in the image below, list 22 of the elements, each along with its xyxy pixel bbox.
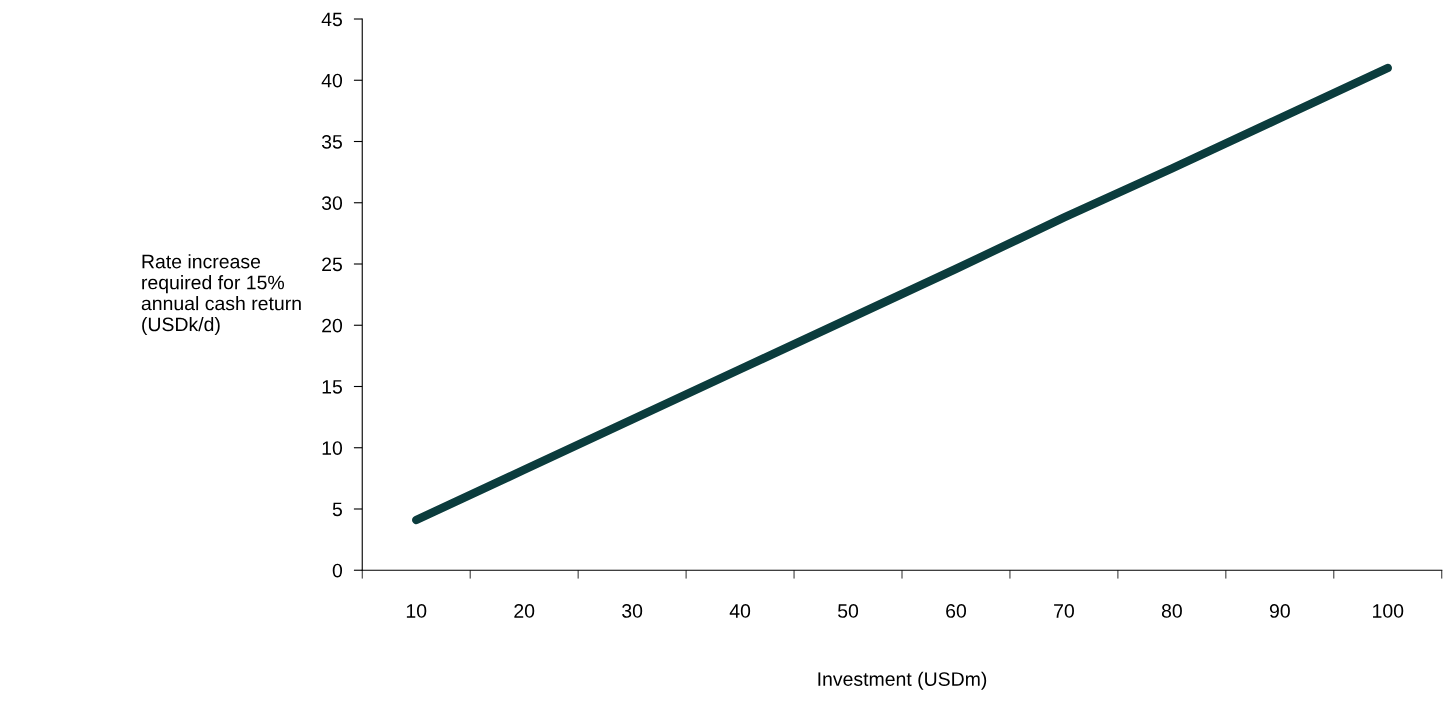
x-tick-label: 20	[514, 604, 535, 618]
x-tick-label: 100	[1373, 604, 1404, 618]
y-tick-label: 0	[332, 563, 343, 578]
x-tick-label: 80	[1161, 604, 1182, 618]
y-tick-label: 15	[322, 380, 342, 394]
y-tick-label: 40	[321, 73, 343, 88]
y-tick-label: 35	[321, 134, 342, 149]
x-tick-label: 60	[946, 604, 967, 618]
x-tick-label: 30	[622, 604, 643, 618]
x-axis-title: Investment (USDm)	[818, 671, 987, 690]
y-tick-label: 20	[322, 318, 343, 333]
x-tick-label: 10	[406, 604, 427, 618]
y-tick-label: 30	[321, 196, 343, 210]
x-tick-label: 50	[837, 604, 859, 618]
y-axis-title: Rate increase required for 15% annual cash return (USDk/d)	[141, 254, 301, 336]
y-tick-label: 25	[322, 257, 342, 272]
x-tick-label: 90	[1269, 604, 1290, 618]
y-tick-label: 5	[332, 502, 342, 517]
x-tick-label: 70	[1054, 604, 1074, 618]
x-tick-label: 40	[729, 604, 751, 618]
y-tick-label: 10	[322, 441, 343, 455]
y-tick-label: 45	[321, 12, 342, 27]
